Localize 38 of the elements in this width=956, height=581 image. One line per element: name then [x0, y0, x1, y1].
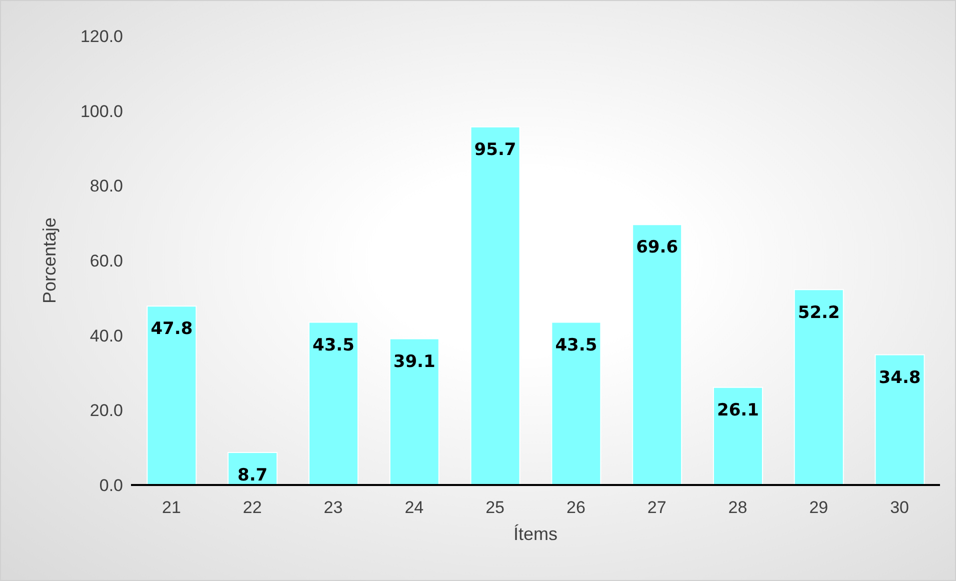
data-label: 8.7: [238, 466, 268, 486]
x-tick-label: 26: [566, 498, 586, 518]
x-tick-label: 22: [242, 498, 262, 518]
data-label: 95.7: [474, 140, 516, 160]
data-label: 43.5: [312, 335, 354, 356]
y-tick-label: 40.0: [90, 326, 123, 346]
y-tick-label: 20.0: [90, 401, 123, 420]
bar: [712, 386, 763, 485]
data-label: 39.1: [393, 352, 436, 372]
data-label: 26.1: [717, 400, 759, 420]
data-label: 52.2: [798, 302, 840, 323]
bar: [470, 126, 520, 485]
x-tick-label: 28: [728, 498, 748, 518]
data-label: 47.8: [150, 319, 193, 340]
bar: [146, 306, 197, 485]
x-tick-label: 24: [404, 498, 424, 518]
x-tick-label: 29: [809, 498, 828, 518]
x-tick-label: 23: [324, 498, 343, 518]
y-tick-label: 0.0: [99, 476, 123, 496]
data-label: 69.6: [636, 238, 678, 258]
y-tick-label: 120.0: [80, 27, 123, 46]
bar: [874, 354, 925, 485]
bar: [794, 289, 844, 485]
y-axis-title: Porcentaje: [39, 217, 60, 304]
y-tick-label: 60.0: [90, 252, 123, 271]
x-tick-label: 25: [486, 498, 505, 518]
data-label: 43.5: [555, 335, 598, 356]
bar: [632, 224, 682, 485]
bar: [551, 322, 602, 485]
y-tick-label: 100.0: [80, 102, 123, 121]
data-label: 34.8: [878, 368, 921, 388]
bar: [308, 322, 358, 485]
x-tick-label: 30: [890, 498, 910, 518]
bar: [389, 338, 440, 485]
y-tick-label: 80.0: [90, 176, 123, 196]
x-tick-label: 21: [162, 498, 181, 518]
x-tick-label: 27: [647, 498, 666, 518]
x-axis-title: Ítems: [513, 524, 558, 544]
